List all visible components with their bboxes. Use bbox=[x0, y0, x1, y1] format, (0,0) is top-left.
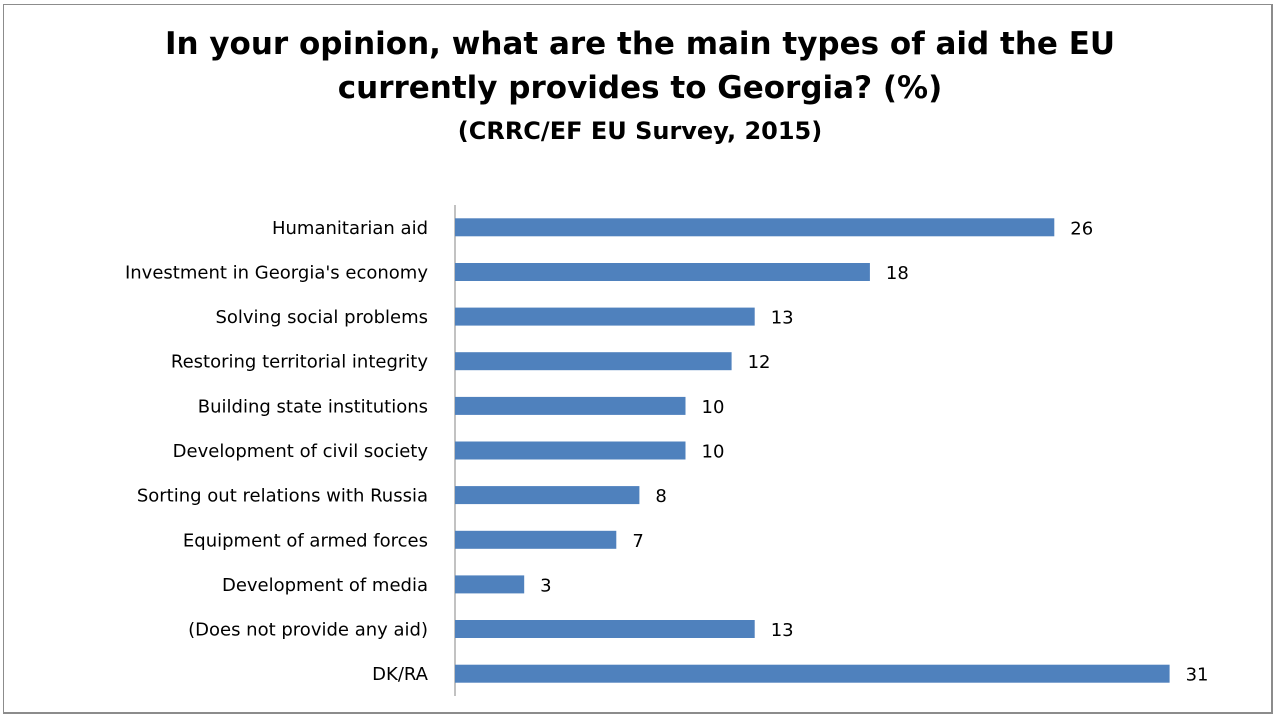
chart-title-line-2: currently provides to Georgia? (%) bbox=[337, 70, 943, 106]
bar bbox=[455, 396, 686, 415]
category-label: Equipment of armed forces bbox=[183, 530, 428, 551]
chart-subtitle: (CRRC/EF EU Survey, 2015) bbox=[457, 117, 823, 145]
category-label: Investment in Georgia's economy bbox=[125, 263, 428, 284]
data-label: 10 bbox=[702, 442, 725, 463]
bar bbox=[455, 530, 617, 549]
category-label: Building state institutions bbox=[198, 396, 428, 417]
data-label: 10 bbox=[702, 397, 725, 418]
data-label: 3 bbox=[540, 575, 551, 596]
bar bbox=[455, 664, 1170, 683]
category-label: (Does not provide any aid) bbox=[188, 620, 428, 641]
bars-layer: Humanitarian aid 26 Investment in Georgia'… bbox=[125, 218, 1209, 686]
data-label: 26 bbox=[1070, 218, 1093, 239]
category-label: Sorting out relations with Russia bbox=[137, 486, 428, 507]
category-label: DK/RA bbox=[372, 664, 429, 685]
category-label: Development of civil society bbox=[173, 441, 429, 462]
bar bbox=[455, 352, 732, 371]
chart-frame bbox=[3, 4, 1273, 714]
bar bbox=[455, 620, 755, 638]
data-label: 13 bbox=[771, 308, 794, 329]
data-label: 8 bbox=[655, 486, 666, 507]
bar bbox=[455, 486, 640, 505]
bar bbox=[455, 441, 686, 460]
chart-title-line-1: In your opinion, what are the main types… bbox=[164, 26, 1116, 62]
bar bbox=[455, 263, 870, 281]
category-label: Solving social problems bbox=[215, 307, 428, 328]
bar bbox=[455, 307, 755, 326]
data-label: 13 bbox=[771, 620, 794, 641]
category-label: Humanitarian aid bbox=[272, 218, 428, 239]
category-label: Development of media bbox=[222, 575, 428, 596]
data-label: 12 bbox=[748, 352, 771, 373]
bar bbox=[455, 218, 1055, 237]
category-label: Restoring territorial integrity bbox=[171, 352, 428, 373]
chart-title-block: In your opinion, what are the main types… bbox=[0, 22, 1280, 150]
data-label: 31 bbox=[1186, 665, 1209, 686]
data-label: 18 bbox=[886, 263, 909, 284]
bar bbox=[455, 575, 525, 594]
data-label: 7 bbox=[632, 531, 643, 552]
